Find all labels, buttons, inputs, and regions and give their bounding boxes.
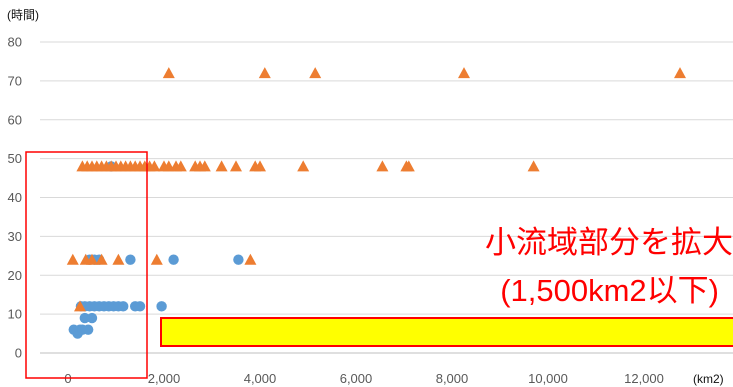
- series-1: [68, 161, 244, 339]
- y-tick-label: 70: [8, 73, 22, 88]
- x-tick-label: 4,000: [244, 371, 277, 386]
- circle-point: [118, 301, 129, 312]
- y-tick-label: 40: [8, 190, 22, 205]
- triangle-point: [674, 67, 686, 79]
- x-tick-label: 8,000: [436, 371, 469, 386]
- circle-point: [86, 312, 98, 324]
- triangle-point: [297, 160, 310, 172]
- triangle-point: [74, 300, 86, 312]
- circle-point: [233, 254, 244, 265]
- triangle-point: [254, 160, 266, 172]
- x-tick-label: 10,000: [528, 371, 568, 386]
- triangle-point: [198, 160, 211, 172]
- y-tick-label: 50: [8, 151, 22, 166]
- triangle-point: [174, 160, 187, 172]
- x-tick-label: 6,000: [340, 371, 373, 386]
- y-tick-label: 20: [8, 268, 22, 283]
- triangle-point: [86, 253, 98, 265]
- y-tick-label: 60: [8, 112, 22, 127]
- zoom-region-highlight: [25, 151, 148, 379]
- triangle-point: [112, 253, 125, 265]
- y-tick-label: 0: [15, 346, 22, 361]
- triangle-point: [150, 253, 163, 265]
- triangle-point: [215, 160, 228, 172]
- circle-point: [134, 301, 146, 312]
- circle-point: [125, 254, 136, 265]
- y-unit-label: (時間): [7, 8, 39, 22]
- triangle-point: [258, 67, 271, 79]
- annotation-line-1: 小流域部分を拡大: [485, 225, 733, 260]
- x-tick-label: 12,000: [624, 371, 664, 386]
- triangle-point: [230, 160, 242, 172]
- y-tick-label: 30: [8, 229, 22, 244]
- triangle-point: [527, 160, 540, 172]
- circle-point: [168, 254, 179, 265]
- triangle-point: [458, 67, 470, 79]
- circle-point: [82, 324, 94, 335]
- gridlines: [40, 41, 733, 354]
- triangle-point: [162, 67, 175, 79]
- circle-point: [156, 301, 167, 312]
- annotation-line-2: (1,500km2以下): [500, 273, 719, 308]
- triangle-point: [402, 160, 415, 172]
- highlight-bar: [160, 317, 733, 347]
- triangle-point: [376, 160, 389, 172]
- triangle-point: [244, 253, 257, 265]
- x-tick-label: 2,000: [148, 371, 181, 386]
- circle-point: [79, 312, 91, 324]
- x-unit-label: (km2): [693, 372, 724, 386]
- triangle-point: [95, 253, 108, 265]
- x-tick-labels: 0 2,000 4,000 6,000 8,000 10,000 12,000: [64, 371, 664, 386]
- triangle-point: [66, 253, 79, 265]
- triangle-point: [148, 160, 161, 172]
- y-tick-labels: 0 10 20 30 40 50 60 70 80: [8, 35, 22, 361]
- y-tick-label: 10: [8, 307, 22, 322]
- y-tick-label: 80: [8, 35, 22, 50]
- triangle-point: [309, 67, 322, 79]
- data-points: [66, 67, 686, 339]
